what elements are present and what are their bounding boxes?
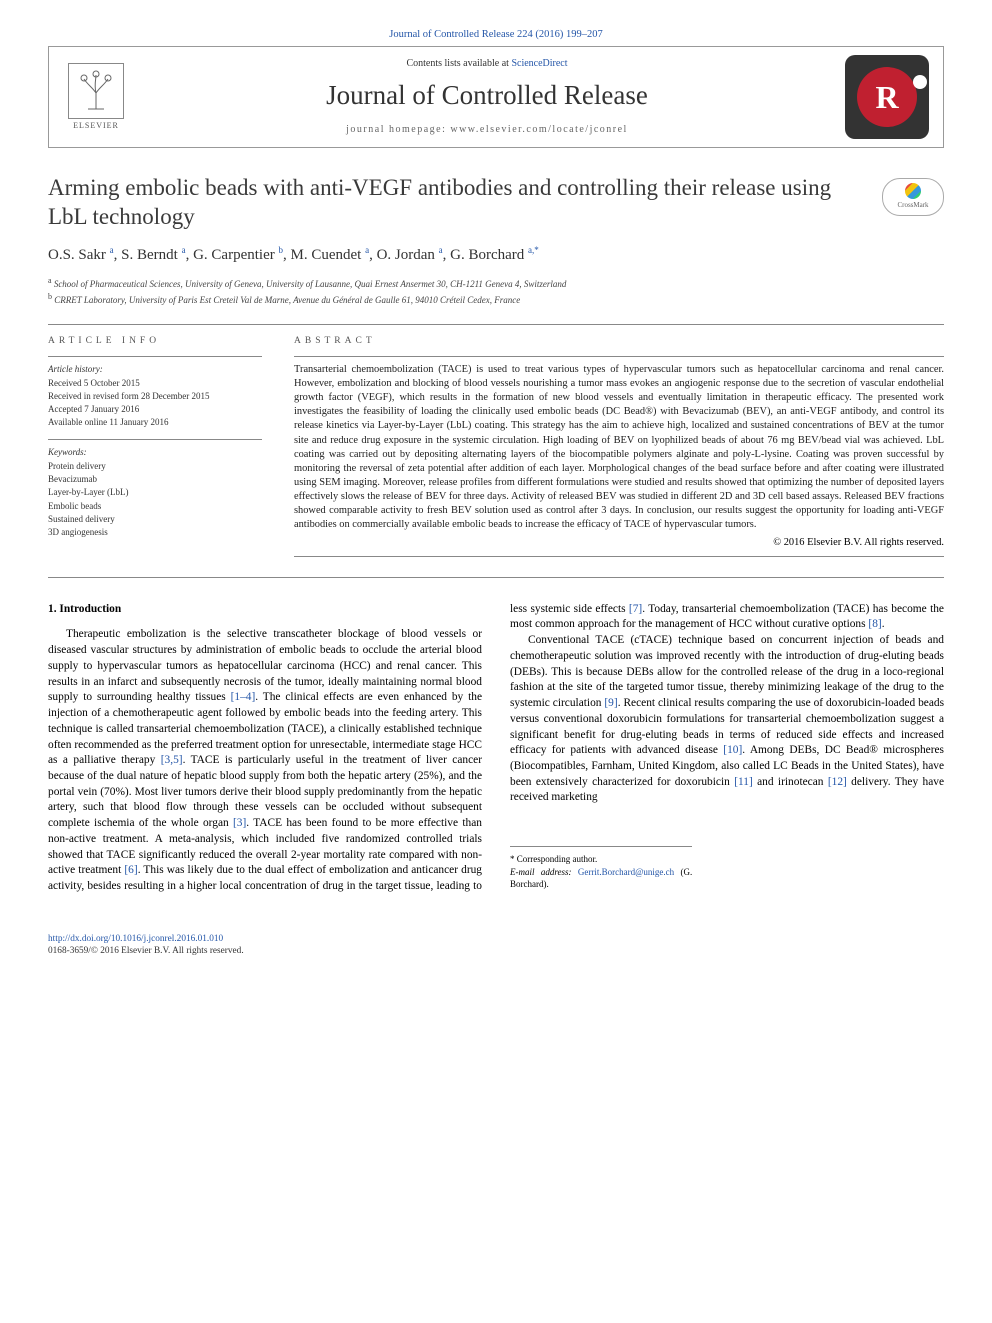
article-history-head: Article history:: [48, 363, 262, 375]
keyword: Sustained delivery: [48, 513, 262, 526]
section-heading-introduction: 1. Introduction: [48, 602, 482, 618]
keyword: Layer-by-Layer (LbL): [48, 486, 262, 499]
citation-link[interactable]: [11]: [734, 776, 753, 788]
corresponding-email[interactable]: Gerrit.Borchard@unige.ch: [578, 867, 674, 877]
affiliation-a: School of Pharmaceutical Sciences, Unive…: [54, 279, 567, 289]
history-line: Available online 11 January 2016: [48, 416, 262, 429]
email-label: E-mail address:: [510, 867, 578, 877]
body-columns: 1. Introduction Therapeutic embolization…: [48, 602, 944, 895]
journal-homepage-line: journal homepage: www.elsevier.com/locat…: [149, 123, 825, 137]
homepage-url[interactable]: www.elsevier.com/locate/jconrel: [450, 124, 627, 135]
crossmark-label: CrossMark: [897, 201, 928, 210]
divider: [48, 577, 944, 578]
citation-link[interactable]: [8]: [868, 618, 881, 630]
history-line: Accepted 7 January 2016: [48, 403, 262, 416]
elsevier-label: ELSEVIER: [73, 121, 119, 132]
keywords-head: Keywords:: [48, 446, 262, 458]
citation-link[interactable]: [3]: [233, 817, 246, 829]
issn-copyright-line: 0168-3659/© 2016 Elsevier B.V. All right…: [48, 945, 944, 958]
elsevier-logo: ELSEVIER: [63, 58, 129, 136]
keyword: Protein delivery: [48, 460, 262, 473]
abstract-text: Transarterial chemoembolization (TACE) i…: [294, 363, 944, 533]
journal-issue-link[interactable]: Journal of Controlled Release 224 (2016)…: [48, 28, 944, 42]
citation-link[interactable]: [1–4]: [231, 691, 256, 703]
elsevier-tree-icon: [68, 63, 124, 119]
page-footer: http://dx.doi.org/10.1016/j.jconrel.2016…: [48, 933, 944, 958]
doi-link[interactable]: http://dx.doi.org/10.1016/j.jconrel.2016…: [48, 933, 944, 946]
keyword: Embolic beads: [48, 500, 262, 513]
contents-prefix: Contents lists available at: [406, 58, 511, 69]
body-text: ischemia of the whole organ: [94, 817, 233, 829]
citation-link[interactable]: [7]: [629, 603, 642, 615]
article-info-column: article info Article history: Received 5…: [48, 335, 262, 563]
journal-name: Journal of Controlled Release: [149, 77, 825, 113]
abstract-column: abstract Transarterial chemoembolization…: [294, 335, 944, 563]
article-info-label: article info: [48, 335, 262, 348]
journal-header: ELSEVIER Contents lists available at Sci…: [48, 46, 944, 148]
corresponding-star: * Corresponding author.: [510, 853, 692, 865]
journal-logo-letter: R: [857, 67, 917, 127]
divider: [48, 324, 944, 325]
author-list: O.S. Sakr a, S. Berndt a, G. Carpentier …: [48, 244, 944, 265]
citation-link[interactable]: [9]: [604, 697, 617, 709]
citation-link[interactable]: [3,5]: [161, 754, 183, 766]
history-line: Received 5 October 2015: [48, 377, 262, 390]
keyword: 3D angiogenesis: [48, 526, 262, 539]
body-text: .: [882, 618, 885, 630]
journal-cover-logo: R: [845, 55, 929, 139]
body-text: and irinotecan: [753, 776, 828, 788]
history-line: Received in revised form 28 December 201…: [48, 390, 262, 403]
article-title: Arming embolic beads with anti-VEGF anti…: [48, 174, 862, 232]
corresponding-author-block: * Corresponding author. E-mail address: …: [510, 846, 692, 890]
homepage-prefix: journal homepage:: [346, 124, 450, 135]
sciencedirect-link[interactable]: ScienceDirect: [511, 58, 567, 69]
affiliation-b: CRRET Laboratory, University of Paris Es…: [54, 295, 520, 305]
affiliations: a School of Pharmaceutical Sciences, Uni…: [48, 275, 944, 306]
abstract-label: abstract: [294, 335, 944, 348]
abstract-copyright: © 2016 Elsevier B.V. All rights reserved…: [294, 536, 944, 550]
citation-link[interactable]: [6]: [124, 864, 137, 876]
crossmark-icon: [905, 183, 921, 199]
citation-link[interactable]: [10]: [723, 744, 742, 756]
citation-link[interactable]: [12]: [828, 776, 847, 788]
crossmark-badge[interactable]: CrossMark: [882, 178, 944, 216]
keyword: Bevacizumab: [48, 473, 262, 486]
contents-available-line: Contents lists available at ScienceDirec…: [149, 57, 825, 71]
